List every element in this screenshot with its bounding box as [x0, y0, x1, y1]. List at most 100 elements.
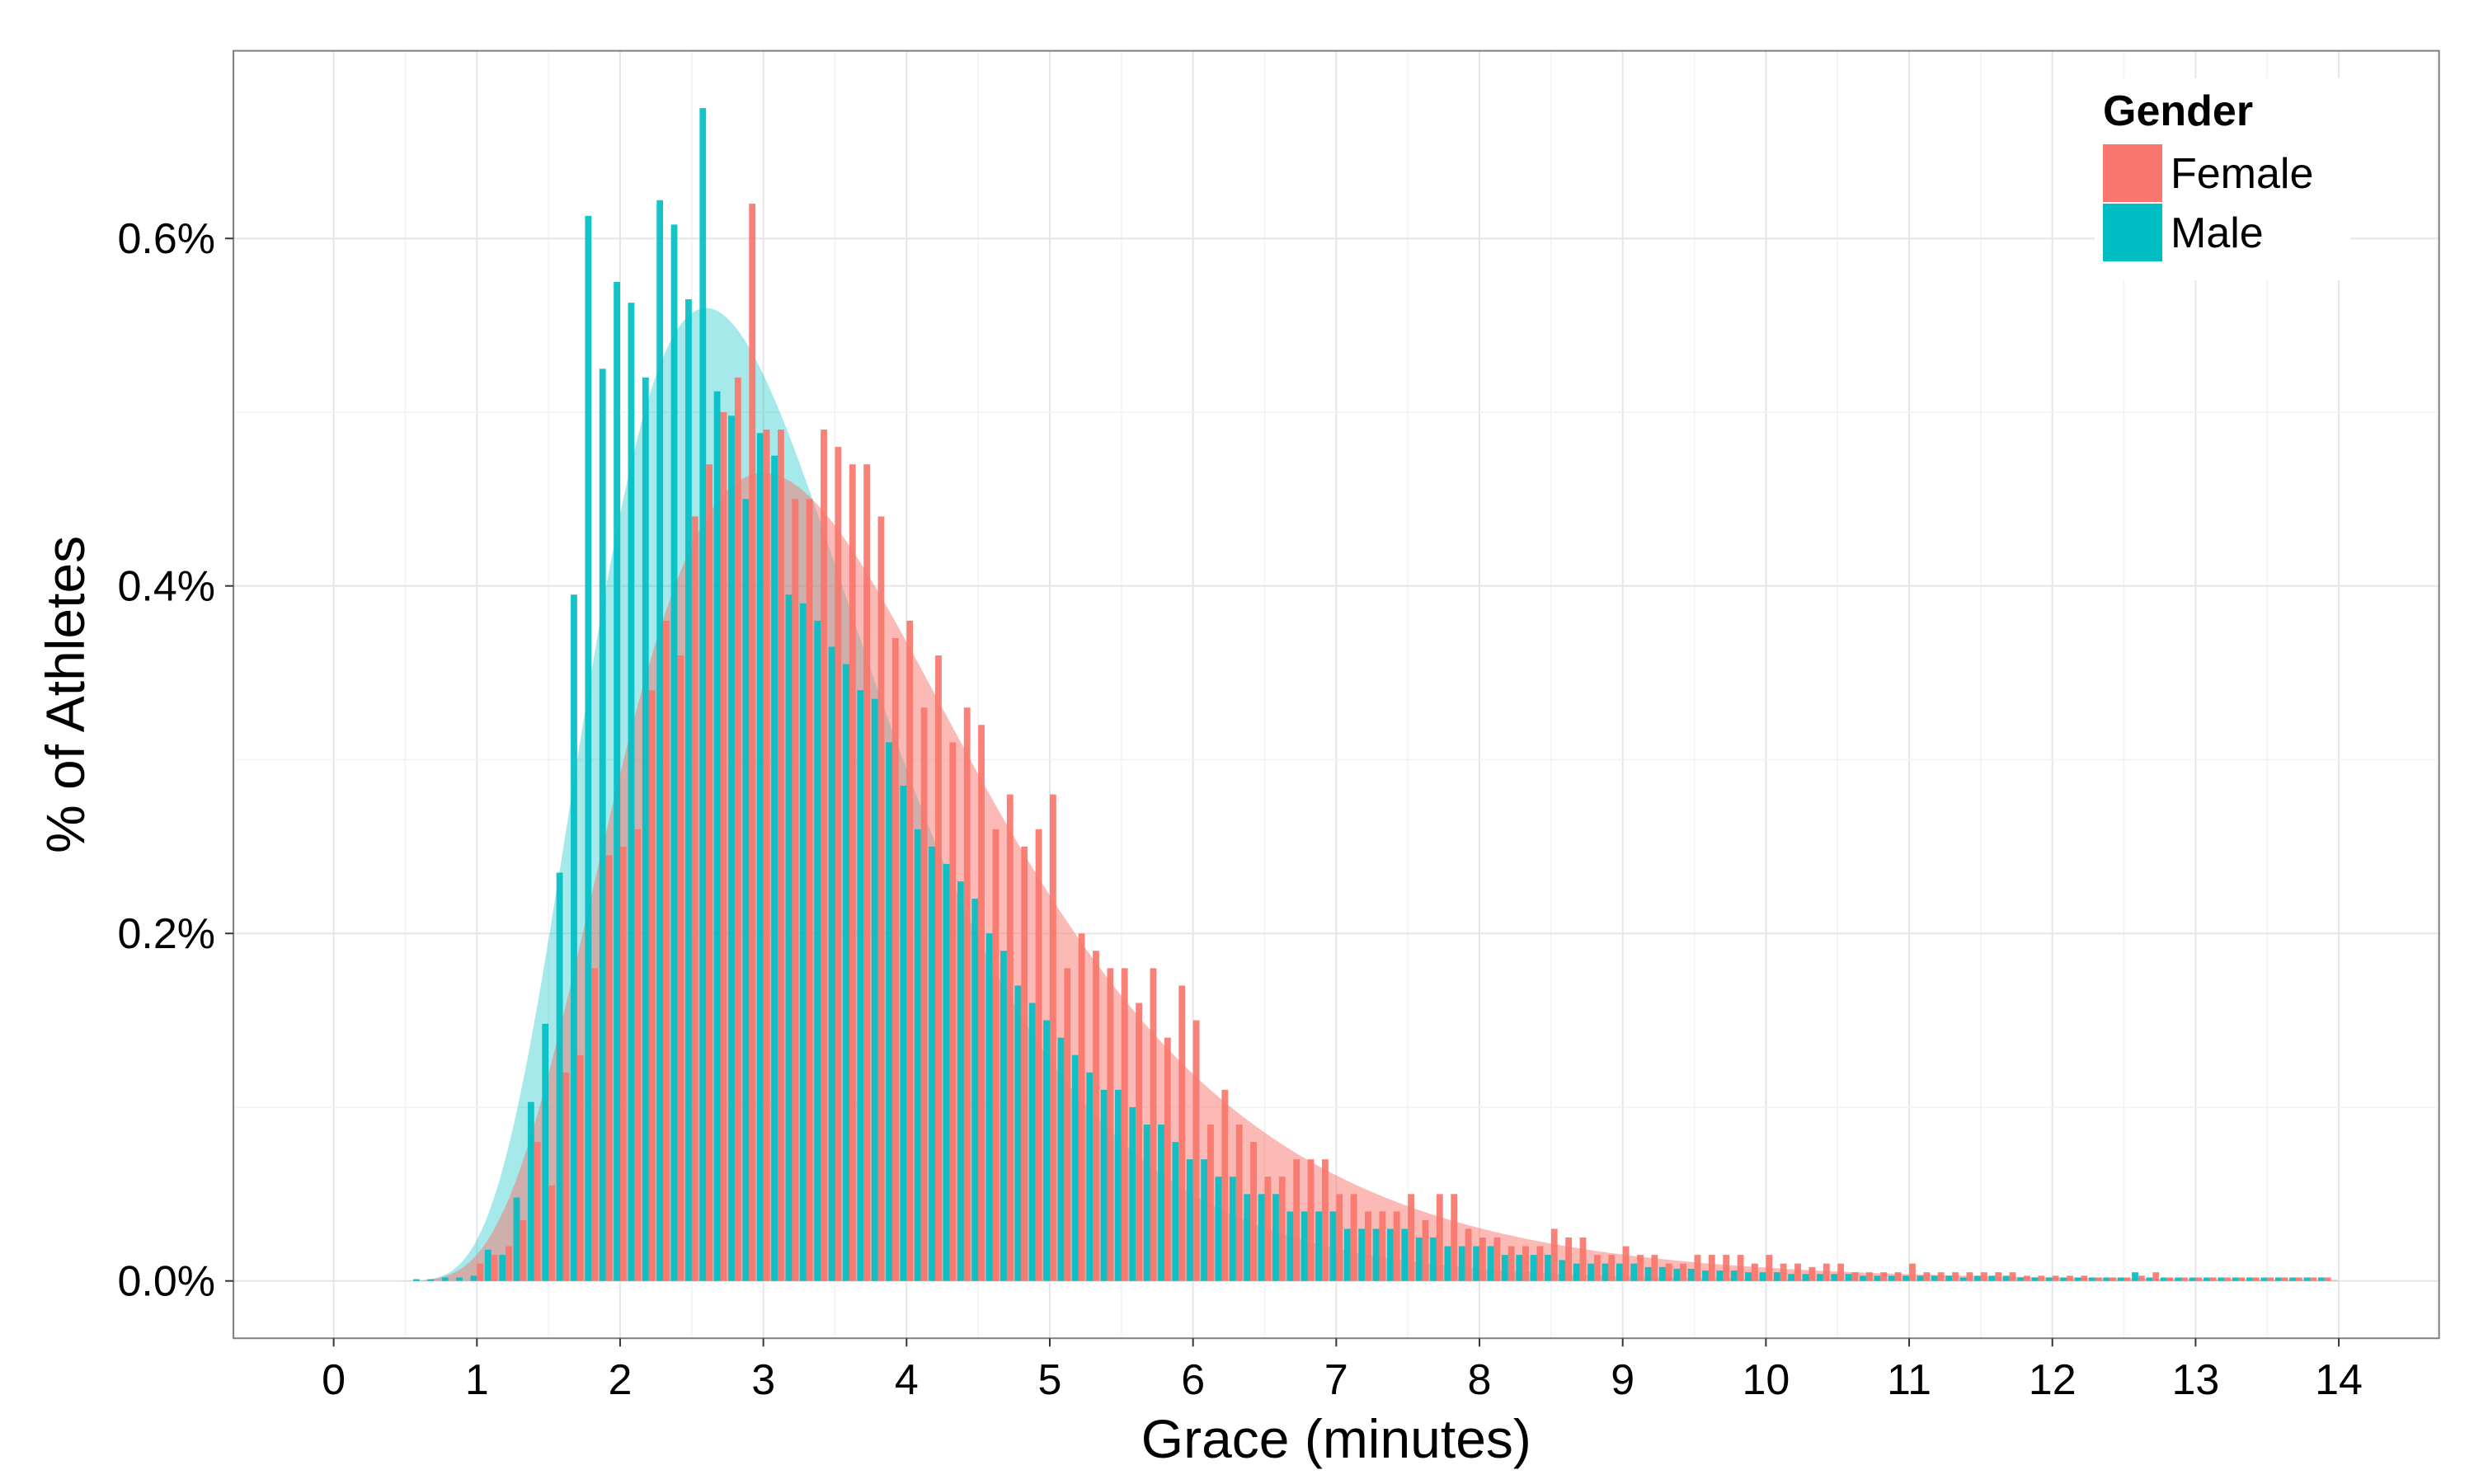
bar-male: [1071, 1054, 1079, 1281]
bar-male: [2103, 1277, 2110, 1281]
bar-female: [821, 430, 827, 1281]
bar-female: [2238, 1277, 2246, 1281]
bar-male: [871, 698, 878, 1281]
bar-male: [1630, 1263, 1638, 1281]
bar-female: [1422, 1219, 1429, 1281]
bar-female: [2224, 1277, 2231, 1281]
x-tick-label: 1: [465, 1356, 489, 1404]
bar-female: [1436, 1194, 1443, 1281]
bar-male: [2146, 1277, 2153, 1281]
bar-male: [857, 690, 864, 1281]
bar-male: [1501, 1255, 1508, 1281]
bar-male: [1788, 1274, 1795, 1281]
bar-female: [1336, 1194, 1343, 1281]
bar-female: [591, 968, 599, 1281]
bar-male: [2317, 1277, 2325, 1281]
x-tick-label: 14: [2315, 1356, 2363, 1404]
bar-male: [1028, 1003, 1036, 1281]
bar-female: [2138, 1275, 2145, 1281]
bar-female: [2252, 1277, 2260, 1281]
bar-male: [1358, 1228, 1366, 1281]
x-tick-label: 7: [1324, 1356, 1348, 1404]
bar-female: [749, 204, 756, 1281]
bar-male: [713, 391, 721, 1281]
bar-female: [2195, 1277, 2203, 1281]
bar-male: [1831, 1274, 1838, 1281]
bar-female: [792, 499, 799, 1281]
legend-title: Gender: [2103, 87, 2253, 135]
bar-female: [1708, 1255, 1715, 1281]
bar-female: [691, 516, 698, 1281]
bar-female: [1622, 1246, 1630, 1281]
bar-male: [1043, 1020, 1050, 1281]
bar-male: [1988, 1275, 1996, 1281]
bar-male: [1143, 1125, 1150, 1281]
bar-male: [1401, 1228, 1409, 1281]
bar-male: [556, 872, 563, 1281]
bar-female: [1579, 1237, 1587, 1281]
bar-male: [785, 594, 793, 1281]
bar-female: [1307, 1159, 1315, 1281]
bar-male: [2160, 1277, 2167, 1281]
bar-male: [1773, 1272, 1780, 1281]
bar-male: [484, 1249, 492, 1281]
bar-male: [1372, 1228, 1380, 1281]
legend-key-female: [2103, 144, 2162, 202]
bar-female: [1365, 1211, 1371, 1281]
bar-male: [656, 200, 664, 1281]
bar-female: [849, 464, 856, 1281]
bar-male: [1802, 1274, 1809, 1281]
bar-female: [2310, 1277, 2317, 1281]
bar-male: [2203, 1277, 2210, 1281]
bar-male: [542, 1023, 549, 1281]
bar-female: [1264, 1176, 1272, 1281]
bar-female: [1035, 829, 1042, 1281]
bar-female: [2081, 1275, 2088, 1281]
bar-female: [734, 377, 741, 1281]
bar-female: [1780, 1263, 1787, 1281]
bar-male: [1730, 1270, 1738, 1281]
bar-male: [513, 1197, 520, 1281]
bar-male: [2031, 1277, 2039, 1281]
bar-male: [1874, 1275, 1881, 1281]
bar-female: [1479, 1237, 1486, 1281]
bar-male: [1974, 1275, 1981, 1281]
bar-female: [1451, 1194, 1458, 1281]
bar-female: [1894, 1272, 1902, 1281]
x-tick-label: 13: [2171, 1356, 2219, 1404]
bar-female: [1107, 968, 1114, 1281]
bar-male: [642, 377, 649, 1281]
bar-female: [1952, 1272, 1959, 1281]
bar-female: [963, 707, 971, 1281]
bar-female: [806, 499, 813, 1281]
bar-male: [1172, 1142, 1179, 1281]
bar-female: [1593, 1255, 1601, 1281]
bar-female: [2166, 1277, 2174, 1281]
bar-male: [2246, 1277, 2253, 1281]
bar-female: [576, 1054, 584, 1281]
bar-male: [1959, 1277, 1967, 1281]
bar-female: [648, 690, 656, 1281]
bar-male: [828, 646, 835, 1281]
bar-female: [1536, 1246, 1544, 1281]
bar-male: [1158, 1125, 1164, 1281]
bar-female: [2324, 1277, 2331, 1281]
bar-male: [1487, 1246, 1494, 1281]
bar-female: [1794, 1263, 1801, 1281]
bar-male: [427, 1279, 435, 1281]
bar-male: [1917, 1275, 1924, 1281]
bar-male: [1587, 1263, 1594, 1281]
bar-female: [1006, 794, 1014, 1281]
bar-male: [1903, 1275, 1910, 1281]
bar-male: [699, 108, 707, 1281]
bar-male: [599, 369, 606, 1281]
bar-female: [1694, 1255, 1701, 1281]
y-tick-label: 0.4%: [118, 563, 216, 611]
bar-female: [1321, 1159, 1329, 1281]
bar-female: [1937, 1272, 1945, 1281]
bar-female: [877, 516, 885, 1281]
bar-female: [2295, 1277, 2302, 1281]
bar-male: [614, 281, 620, 1281]
bar-female: [1465, 1228, 1472, 1281]
bar-female: [1909, 1263, 1916, 1281]
